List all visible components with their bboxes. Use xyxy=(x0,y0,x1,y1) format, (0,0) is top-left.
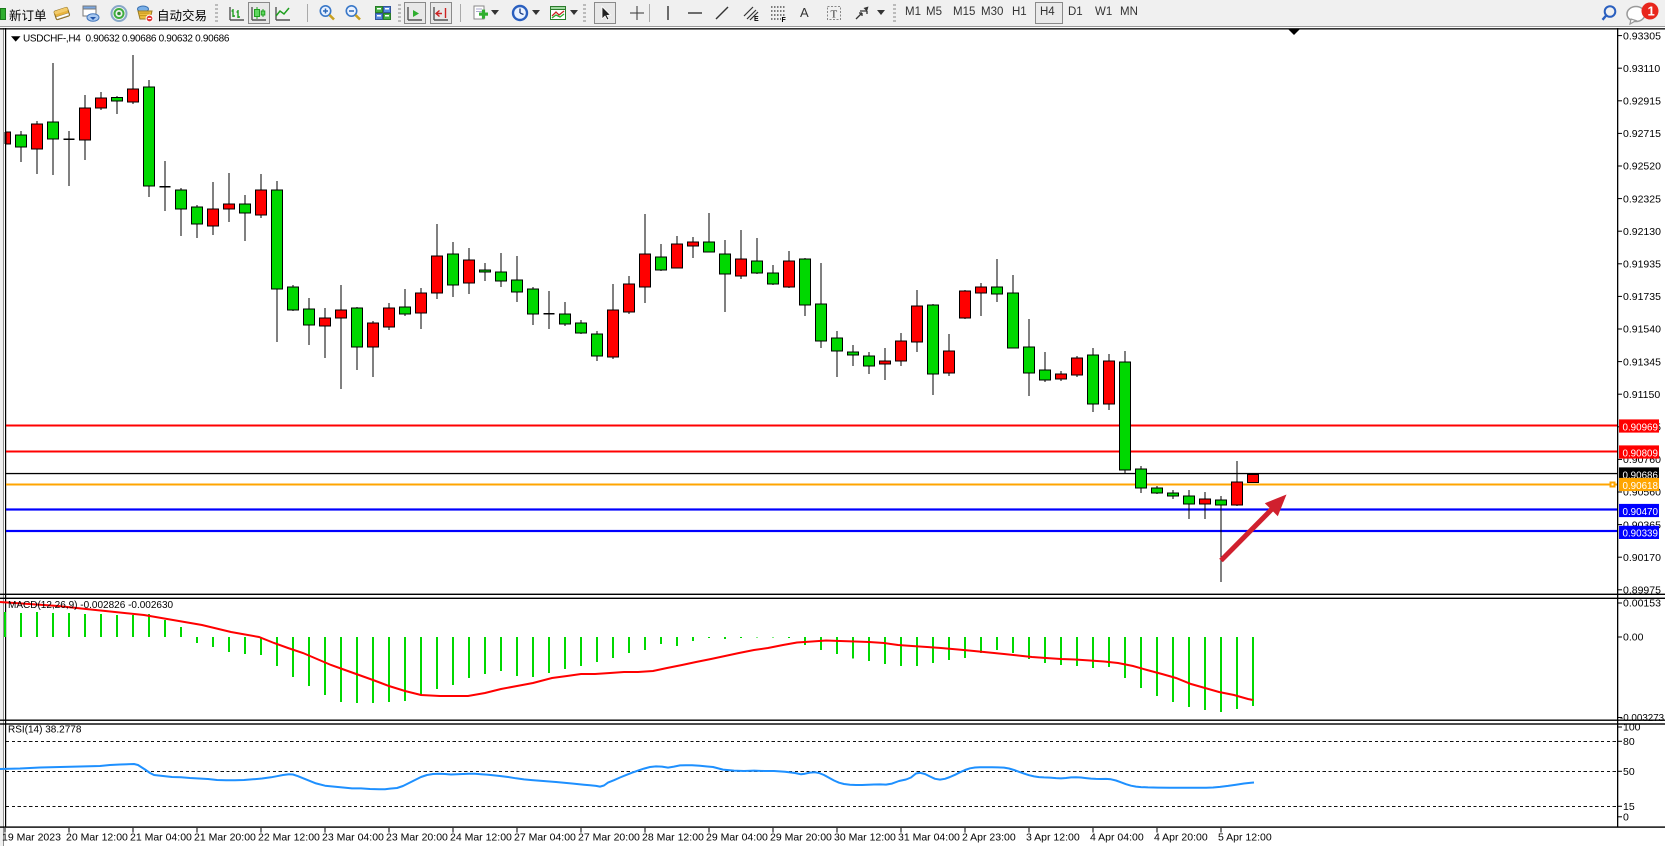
svg-text:22 Mar 12:00: 22 Mar 12:00 xyxy=(258,832,320,844)
svg-text:0.90809: 0.90809 xyxy=(1623,448,1658,459)
svg-text:0.90170: 0.90170 xyxy=(1623,552,1661,564)
svg-text:21 Mar 04:00: 21 Mar 04:00 xyxy=(130,832,192,844)
svg-text:23 Mar 04:00: 23 Mar 04:00 xyxy=(322,832,384,844)
svg-text:0: 0 xyxy=(1623,812,1629,824)
svg-text:0.91150: 0.91150 xyxy=(1623,389,1660,401)
svg-text:20 Mar 12:00: 20 Mar 12:00 xyxy=(66,832,128,844)
svg-text:31 Mar 04:00: 31 Mar 04:00 xyxy=(898,832,960,844)
svg-text:5 Apr 12:00: 5 Apr 12:00 xyxy=(1218,832,1272,844)
svg-text:30 Mar 12:00: 30 Mar 12:00 xyxy=(834,832,896,844)
svg-text:1: 1 xyxy=(1648,4,1655,19)
svg-text:19 Mar 2023: 19 Mar 2023 xyxy=(2,832,61,844)
svg-text:0.00153: 0.00153 xyxy=(1623,598,1661,610)
svg-text:0.92325: 0.92325 xyxy=(1623,193,1661,205)
svg-text:0.00: 0.00 xyxy=(1623,632,1644,644)
svg-text:23 Mar 20:00: 23 Mar 20:00 xyxy=(386,832,448,844)
svg-text:0.91735: 0.91735 xyxy=(1623,291,1661,303)
svg-text:80: 80 xyxy=(1623,736,1635,748)
svg-text:0.92130: 0.92130 xyxy=(1623,226,1661,238)
svg-text:0.89975: 0.89975 xyxy=(1623,585,1661,597)
svg-text:E: E xyxy=(754,16,759,23)
svg-text:15: 15 xyxy=(1623,801,1635,813)
svg-text:-0.003273: -0.003273 xyxy=(1620,713,1665,724)
svg-text:50: 50 xyxy=(1623,766,1635,778)
svg-text:MACD(12,26,9) -0.002826 -0.002: MACD(12,26,9) -0.002826 -0.002630 xyxy=(8,600,174,611)
svg-text:0.91935: 0.91935 xyxy=(1623,259,1661,271)
svg-text:3 Apr 12:00: 3 Apr 12:00 xyxy=(1026,832,1080,844)
svg-text:27 Mar 20:00: 27 Mar 20:00 xyxy=(578,832,640,844)
svg-text:0.90618: 0.90618 xyxy=(1623,481,1659,492)
svg-text:0.93305: 0.93305 xyxy=(1623,30,1661,42)
svg-text:28 Mar 12:00: 28 Mar 12:00 xyxy=(642,832,704,844)
svg-text:0.90470: 0.90470 xyxy=(1623,507,1659,518)
svg-text:0.90339: 0.90339 xyxy=(1623,529,1658,540)
svg-text:0.92915: 0.92915 xyxy=(1623,96,1661,108)
svg-text:29 Mar 20:00: 29 Mar 20:00 xyxy=(770,832,832,844)
svg-text:USDCHF-,H4 0.90632 0.90686 0.: USDCHF-,H4 0.90632 0.90686 0.90632 0.906… xyxy=(23,33,230,44)
svg-text:0.90686: 0.90686 xyxy=(1623,470,1659,481)
svg-text:4 Apr 04:00: 4 Apr 04:00 xyxy=(1090,832,1144,844)
svg-text:100: 100 xyxy=(1623,722,1641,734)
svg-text:4 Apr 20:00: 4 Apr 20:00 xyxy=(1154,832,1208,844)
svg-text:RSI(14) 38.2778: RSI(14) 38.2778 xyxy=(8,725,82,736)
svg-text:F: F xyxy=(782,17,787,24)
svg-text:21 Mar 20:00: 21 Mar 20:00 xyxy=(194,832,256,844)
svg-text:0.90969: 0.90969 xyxy=(1623,422,1658,433)
svg-text:24 Mar 12:00: 24 Mar 12:00 xyxy=(450,832,512,844)
svg-text:0.91540: 0.91540 xyxy=(1623,324,1661,336)
svg-text:0.92715: 0.92715 xyxy=(1623,128,1661,140)
svg-text:27 Mar 04:00: 27 Mar 04:00 xyxy=(514,832,576,844)
svg-text:29 Mar 04:00: 29 Mar 04:00 xyxy=(706,832,768,844)
svg-text:2 Apr 23:00: 2 Apr 23:00 xyxy=(962,832,1016,844)
svg-text:0.93110: 0.93110 xyxy=(1623,63,1660,75)
svg-text:0.91345: 0.91345 xyxy=(1623,356,1661,368)
svg-text:T: T xyxy=(831,9,838,21)
svg-text:0.92520: 0.92520 xyxy=(1623,161,1661,173)
